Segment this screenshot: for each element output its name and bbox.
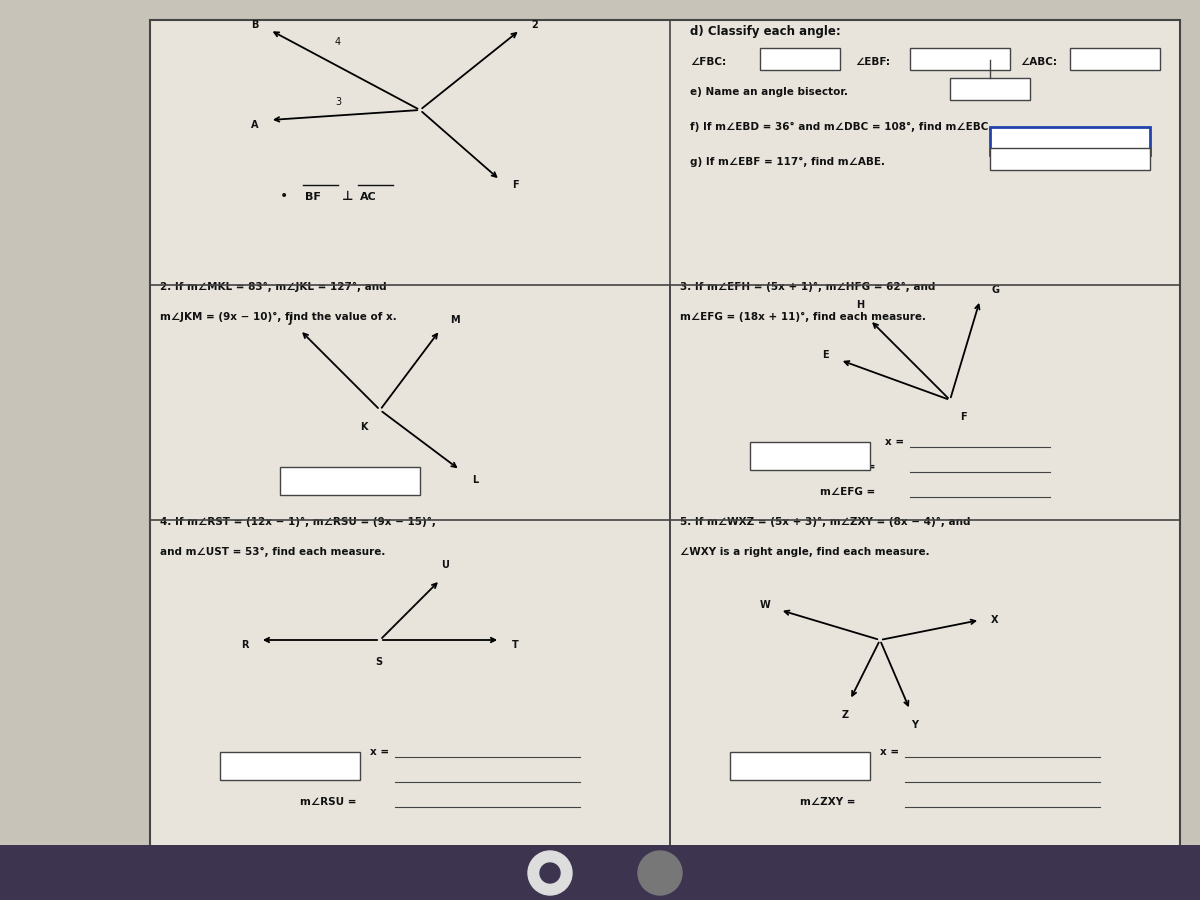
Text: 3: 3 (335, 97, 341, 107)
Text: m∠ZXY =: m∠ZXY = (800, 797, 856, 807)
Text: Y: Y (912, 720, 918, 730)
Text: x =: x = (886, 437, 904, 447)
Text: A: A (251, 120, 259, 130)
Text: m∠JKM = (9x − 10)°, find the value of x.: m∠JKM = (9x − 10)°, find the value of x. (160, 312, 397, 322)
Text: 5. If m∠WXZ = (5x + 3)°, m∠ZXY = (8x − 4)°, and: 5. If m∠WXZ = (5x + 3)°, m∠ZXY = (8x − 4… (680, 517, 971, 527)
Text: J: J (288, 315, 292, 325)
Text: ∠WXY is a right angle, find each measure.: ∠WXY is a right angle, find each measure… (680, 547, 930, 557)
Text: M: M (450, 315, 460, 325)
Circle shape (528, 851, 572, 895)
Text: B: B (251, 20, 259, 30)
Text: m∠RST =: m∠RST = (300, 772, 355, 782)
Text: U: U (442, 560, 449, 570)
Text: H: H (856, 300, 864, 310)
Text: BF: BF (305, 192, 320, 202)
Text: f) If m∠EBD = 36° and m∠DBC = 108°, find m∠EBC.: f) If m∠EBD = 36° and m∠DBC = 108°, find… (690, 122, 992, 132)
Text: m∠EFG =: m∠EFG = (820, 487, 875, 497)
Text: AC: AC (360, 192, 377, 202)
Text: F: F (511, 180, 518, 190)
Text: 4. If m∠RST = (12x − 1)°, m∠RSU = (9x − 15)°,: 4. If m∠RST = (12x − 1)°, m∠RSU = (9x − … (160, 517, 436, 527)
Text: E: E (822, 350, 828, 360)
Text: 3. If m∠EFH = (5x + 1)°, m∠HFG = 62°, and: 3. If m∠EFH = (5x + 1)°, m∠HFG = 62°, an… (680, 282, 935, 292)
Text: K: K (360, 422, 367, 432)
Text: m∠EFG = (18x + 11)°, find each measure.: m∠EFG = (18x + 11)°, find each measure. (680, 312, 926, 322)
Bar (280, 467, 420, 495)
Bar (990, 148, 1150, 170)
Text: G: G (991, 285, 998, 295)
Text: m∠RSU =: m∠RSU = (300, 797, 356, 807)
Text: x =: x = (370, 747, 389, 757)
Text: 4: 4 (335, 37, 341, 47)
Text: g) If m∠EBF = 117°, find m∠ABE.: g) If m∠EBF = 117°, find m∠ABE. (690, 157, 886, 167)
Circle shape (540, 863, 560, 883)
Bar (1070, 48, 1160, 70)
Text: R: R (241, 640, 248, 650)
Text: 2: 2 (532, 20, 539, 30)
Bar (150, 20, 1180, 850)
Text: m∠EFH =: m∠EFH = (820, 462, 876, 472)
Text: X: X (991, 615, 998, 625)
Bar (910, 48, 1010, 70)
Text: ⊥: ⊥ (342, 190, 353, 203)
Bar (0, 845, 1200, 900)
Text: F: F (960, 412, 967, 422)
Bar (950, 78, 1030, 100)
Text: ∠EBF:: ∠EBF: (854, 57, 890, 67)
Text: m∠WXZ =: m∠WXZ = (800, 772, 859, 782)
Text: 2. If m∠MKL = 83°, m∠JKL = 127°, and: 2. If m∠MKL = 83°, m∠JKL = 127°, and (160, 282, 386, 292)
Text: T: T (511, 640, 518, 650)
Bar (760, 48, 840, 70)
Text: d) Classify each angle:: d) Classify each angle: (690, 25, 841, 38)
Text: and m∠UST = 53°, find each measure.: and m∠UST = 53°, find each measure. (160, 547, 385, 557)
Circle shape (638, 851, 682, 895)
Text: L: L (472, 475, 478, 485)
Bar (750, 442, 870, 470)
Text: W: W (760, 600, 770, 610)
Text: x =: x = (880, 747, 899, 757)
Text: S: S (374, 657, 382, 667)
Bar (990, 127, 1150, 155)
Text: •: • (280, 189, 288, 203)
Text: e) Name an angle bisector.: e) Name an angle bisector. (690, 87, 848, 97)
Text: ∠ABC:: ∠ABC: (1020, 57, 1057, 67)
Text: ∠FBC:: ∠FBC: (690, 57, 726, 67)
Text: Z: Z (841, 710, 848, 720)
Bar (220, 752, 360, 780)
Bar (730, 752, 870, 780)
